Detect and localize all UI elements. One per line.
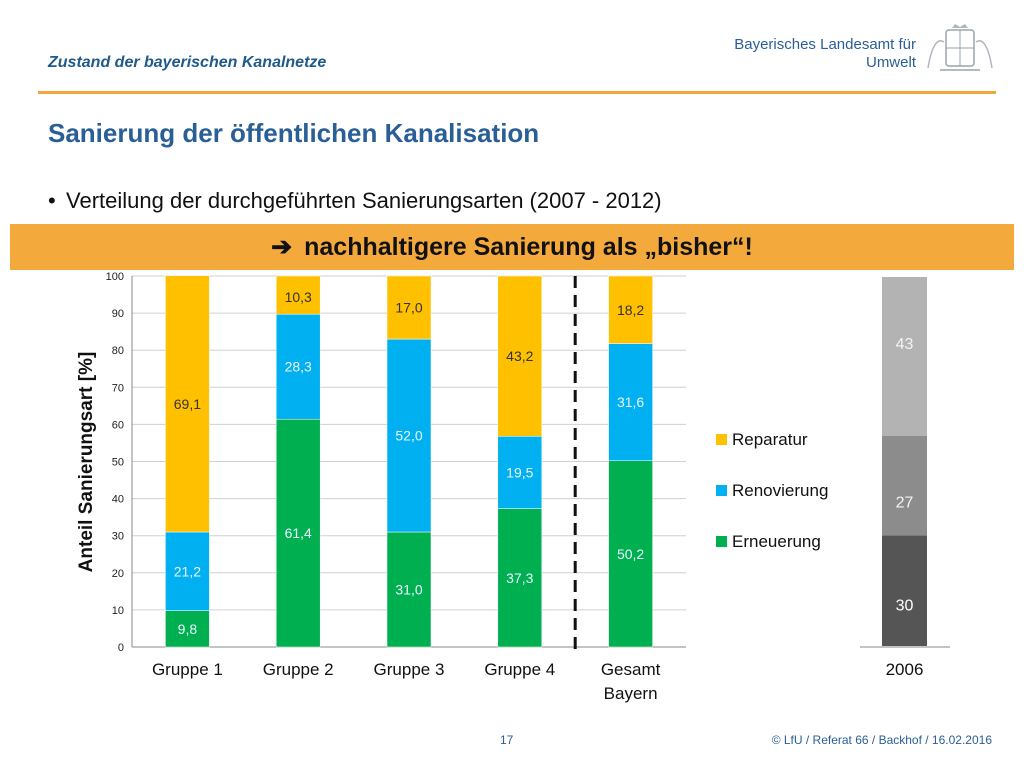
y-tick-label: 70 (112, 382, 124, 394)
data-label: 21,2 (174, 563, 201, 579)
bullet-point: • Verteilung der durchgeführten Sanierung… (48, 188, 662, 213)
legend-label: Renovierung (732, 481, 828, 500)
bar-segment-renovierung (165, 531, 210, 611)
bar-segment-2006 (882, 277, 927, 436)
bar-segment-renovierung (275, 313, 321, 420)
bar-segment-erneuerung (497, 508, 543, 648)
page-number: 17 (500, 733, 514, 747)
bar-segment-erneuerung (165, 610, 210, 648)
y-tick-label: 60 (112, 419, 124, 431)
coat-of-arms-icon (927, 24, 993, 71)
bar-segment-reparatur (275, 275, 321, 315)
legend-label: Reparatur (732, 430, 808, 449)
data-label-2006: 27 (896, 495, 914, 512)
data-label: 31,0 (395, 581, 422, 597)
data-label: 69,1 (174, 396, 201, 412)
x-tick-label-2006: 2006 (886, 660, 924, 679)
section-title: Zustand der bayerischen Kanalnetze (48, 54, 327, 71)
banner-text: nachhaltigere Sanierung als „bisher“! (304, 233, 753, 261)
bar-segment-erneuerung (275, 418, 321, 648)
data-label: 9,8 (178, 621, 198, 637)
x-tick-label: Bayern (604, 684, 658, 703)
data-label-2006: 30 (896, 597, 914, 614)
data-label: 37,3 (506, 570, 533, 586)
bar-segment-reparatur (497, 275, 543, 437)
bar-segment-renovierung (497, 436, 543, 509)
bar-segment-2006 (882, 535, 927, 646)
bar-segment-erneuerung (608, 460, 653, 648)
data-label: 50,2 (617, 546, 644, 562)
bar-segment-renovierung (386, 338, 432, 533)
y-tick-label: 40 (112, 494, 124, 506)
organization-line-1: Bayerisches Landesamt für (734, 36, 916, 53)
legend-swatch (716, 536, 727, 547)
arrow-right-icon: ➔ (271, 233, 293, 261)
data-label: 18,2 (617, 302, 644, 318)
y-tick-label: 50 (112, 457, 124, 469)
data-label: 43,2 (506, 348, 533, 364)
legend-label: Erneuerung (732, 532, 821, 551)
y-tick-label: 100 (106, 271, 124, 283)
bar-segment-renovierung (608, 343, 653, 462)
y-tick-label: 10 (112, 605, 124, 617)
x-tick-label: Gesamt (601, 660, 661, 679)
y-tick-label: 30 (112, 531, 124, 543)
x-tick-label: Gruppe 1 (152, 660, 223, 679)
copyright: © LfU / Referat 66 / Backhof / 16.02.201… (771, 733, 992, 747)
data-label-2006: 43 (896, 336, 914, 353)
bar-segment-reparatur (386, 275, 432, 340)
x-tick-label: Gruppe 3 (374, 660, 445, 679)
legend-swatch (716, 485, 727, 496)
bar-segment-reparatur (608, 275, 653, 344)
data-label: 17,0 (395, 300, 422, 316)
data-label: 10,3 (285, 289, 312, 305)
bullet-text: Verteilung der durchgeführten Sanierungs… (66, 188, 662, 213)
y-tick-label: 80 (112, 345, 124, 357)
slide-title: Sanierung der öffentlichen Kanalisation (48, 118, 540, 148)
y-axis-title: Anteil Sanierungsart [%] (76, 352, 97, 573)
x-tick-label: Gruppe 4 (484, 660, 555, 679)
data-label: 52,0 (395, 428, 422, 444)
legend-swatch (716, 434, 727, 445)
bar-segment-reparatur (165, 275, 210, 533)
x-tick-label: Gruppe 2 (263, 660, 334, 679)
y-tick-label: 90 (112, 308, 124, 320)
data-label: 31,6 (617, 394, 644, 410)
data-label: 61,4 (285, 525, 312, 541)
data-label: 19,5 (506, 464, 533, 480)
y-tick-label: 20 (112, 568, 124, 580)
bar-segment-erneuerung (386, 531, 432, 648)
header-divider (38, 91, 996, 94)
bar-segment-2006 (882, 435, 927, 536)
y-tick-label: 0 (118, 642, 124, 654)
highlight-banner: ➔ nachhaltigere Sanierung als „bisher“! (10, 224, 1014, 270)
organization-line-2: Umwelt (865, 54, 916, 71)
data-label: 28,3 (285, 359, 312, 375)
organization-name: Bayerisches Landesamt für Umwelt (734, 36, 916, 72)
